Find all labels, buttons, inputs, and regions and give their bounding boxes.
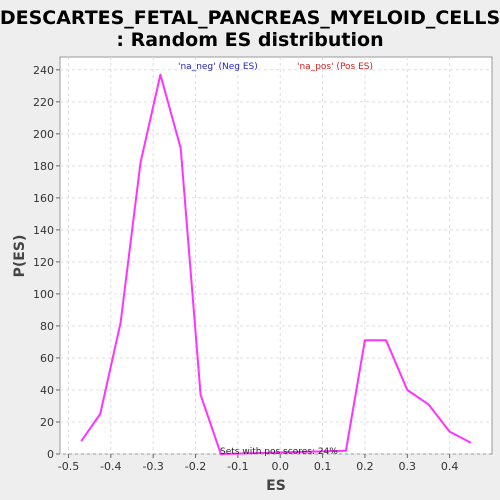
y-tick-label: 80	[40, 320, 54, 333]
x-tick-label: -0.5	[58, 460, 79, 473]
y-tick-label: 60	[40, 352, 54, 365]
x-tick-label: -0.2	[185, 460, 206, 473]
y-tick-label: 100	[33, 288, 54, 301]
y-axis-label: P(ES)	[12, 235, 28, 278]
x-tick-label: -0.3	[142, 460, 163, 473]
x-tick-label: 0.2	[356, 460, 374, 473]
x-tick-label: 0.4	[441, 460, 459, 473]
y-tick-label: 0	[47, 448, 54, 461]
chart-title-line2: : Random ES distribution	[116, 29, 383, 51]
pos-scores-annotation: Sets with pos scores: 24%	[220, 447, 338, 457]
x-tick-label: 0.3	[399, 460, 417, 473]
y-tick-label: 160	[33, 192, 54, 205]
y-tick-label: 240	[33, 64, 54, 77]
x-tick-label: -0.1	[227, 460, 248, 473]
y-tick-label: 20	[40, 416, 54, 429]
y-tick-label: 120	[33, 256, 54, 269]
series-layer	[80, 73, 472, 455]
series-line	[80, 73, 472, 455]
legend-entry-neg: 'na_neg' (Neg ES)	[178, 62, 258, 72]
x-axis-label: ES	[266, 478, 286, 494]
y-tick-label: 40	[40, 384, 54, 397]
y-tick-label: 140	[33, 224, 54, 237]
x-tick-label: 0.0	[271, 460, 289, 473]
y-tick-label: 200	[33, 128, 54, 141]
chart-title-line1: DESCARTES_FETAL_PANCREAS_MYELOID_CELLS	[0, 7, 500, 29]
axes: -0.5 -0.4 -0.3 -0.2 -0.1 0.0 0.1 0.2 0.3 0.4 0 20 40…	[33, 64, 458, 473]
plot-area	[59, 56, 493, 455]
legend-entry-pos: 'na_pos' (Pos ES)	[297, 62, 373, 72]
grid-lines	[60, 57, 492, 455]
x-tick-label: -0.4	[100, 460, 121, 473]
y-tick-label: 220	[33, 96, 54, 109]
y-tick-label: 180	[33, 160, 54, 173]
x-tick-label: 0.1	[314, 460, 332, 473]
